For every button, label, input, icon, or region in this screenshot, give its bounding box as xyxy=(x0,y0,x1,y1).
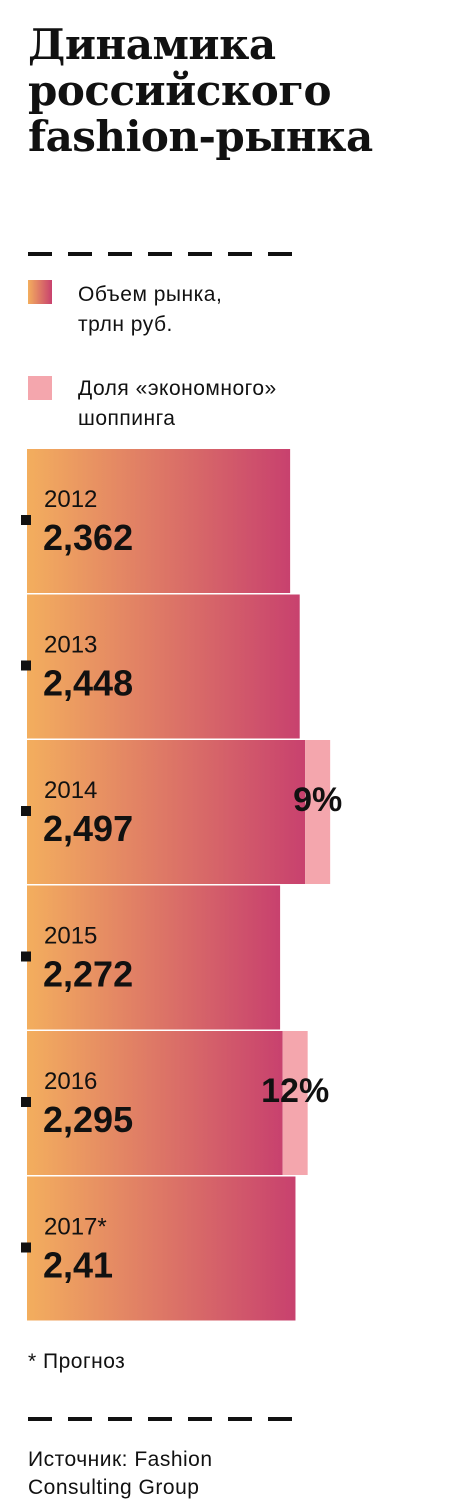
axis-tick-2015 xyxy=(21,951,31,962)
source-note: Источник: Fashion Consulting Group xyxy=(28,1448,213,1499)
axis-tick-2012 xyxy=(21,515,31,525)
year-label-2015: 2015 xyxy=(44,923,97,950)
bar-2014 xyxy=(27,740,306,884)
bottom-dashed-divider xyxy=(28,1417,308,1421)
year-label-2013: 2013 xyxy=(44,632,97,659)
value-label-2014: 2,497 xyxy=(43,808,133,849)
axis-tick-2016 xyxy=(21,1097,31,1107)
value-label-2016: 2,295 xyxy=(43,1099,133,1140)
legend-swatch-economy-share xyxy=(28,376,52,400)
economy-share-bar-2014 xyxy=(305,740,331,884)
bar-2015 xyxy=(27,885,281,1030)
value-label-2012: 2,362 xyxy=(43,517,133,558)
legend-label-market-volume: Объем рынка, трлн руб. xyxy=(78,283,223,336)
chart-title: Динамика российского fashion-рынка xyxy=(28,20,373,161)
axis-tick-2014 xyxy=(21,806,31,816)
bar-2012 xyxy=(27,449,291,593)
value-label-2013: 2,448 xyxy=(43,663,133,704)
axis-tick-2017 xyxy=(21,1242,31,1253)
bar-2017 xyxy=(27,1176,296,1321)
value-label-2017: 2,41 xyxy=(43,1245,113,1286)
economy-share-label-2016: 12% xyxy=(261,1072,329,1110)
legend-swatch-market-volume xyxy=(28,280,52,304)
economy-share-label-2014: 9% xyxy=(293,781,342,819)
top-dashed-divider xyxy=(28,252,308,256)
legend-label-economy-share: Доля «экономного» шоппинга xyxy=(78,377,277,430)
value-label-2015: 2,272 xyxy=(43,954,133,995)
year-label-2016: 2016 xyxy=(44,1068,97,1095)
forecast-footnote: * Прогноз xyxy=(28,1350,126,1373)
bar-2013 xyxy=(27,594,300,739)
year-label-2014: 2014 xyxy=(44,777,97,804)
axis-tick-2013 xyxy=(21,660,31,671)
bar-2016 xyxy=(27,1031,283,1175)
economy-share-bar-2016 xyxy=(282,1031,308,1175)
year-label-2017: 2017* xyxy=(44,1214,107,1241)
year-label-2012: 2012 xyxy=(44,486,97,513)
